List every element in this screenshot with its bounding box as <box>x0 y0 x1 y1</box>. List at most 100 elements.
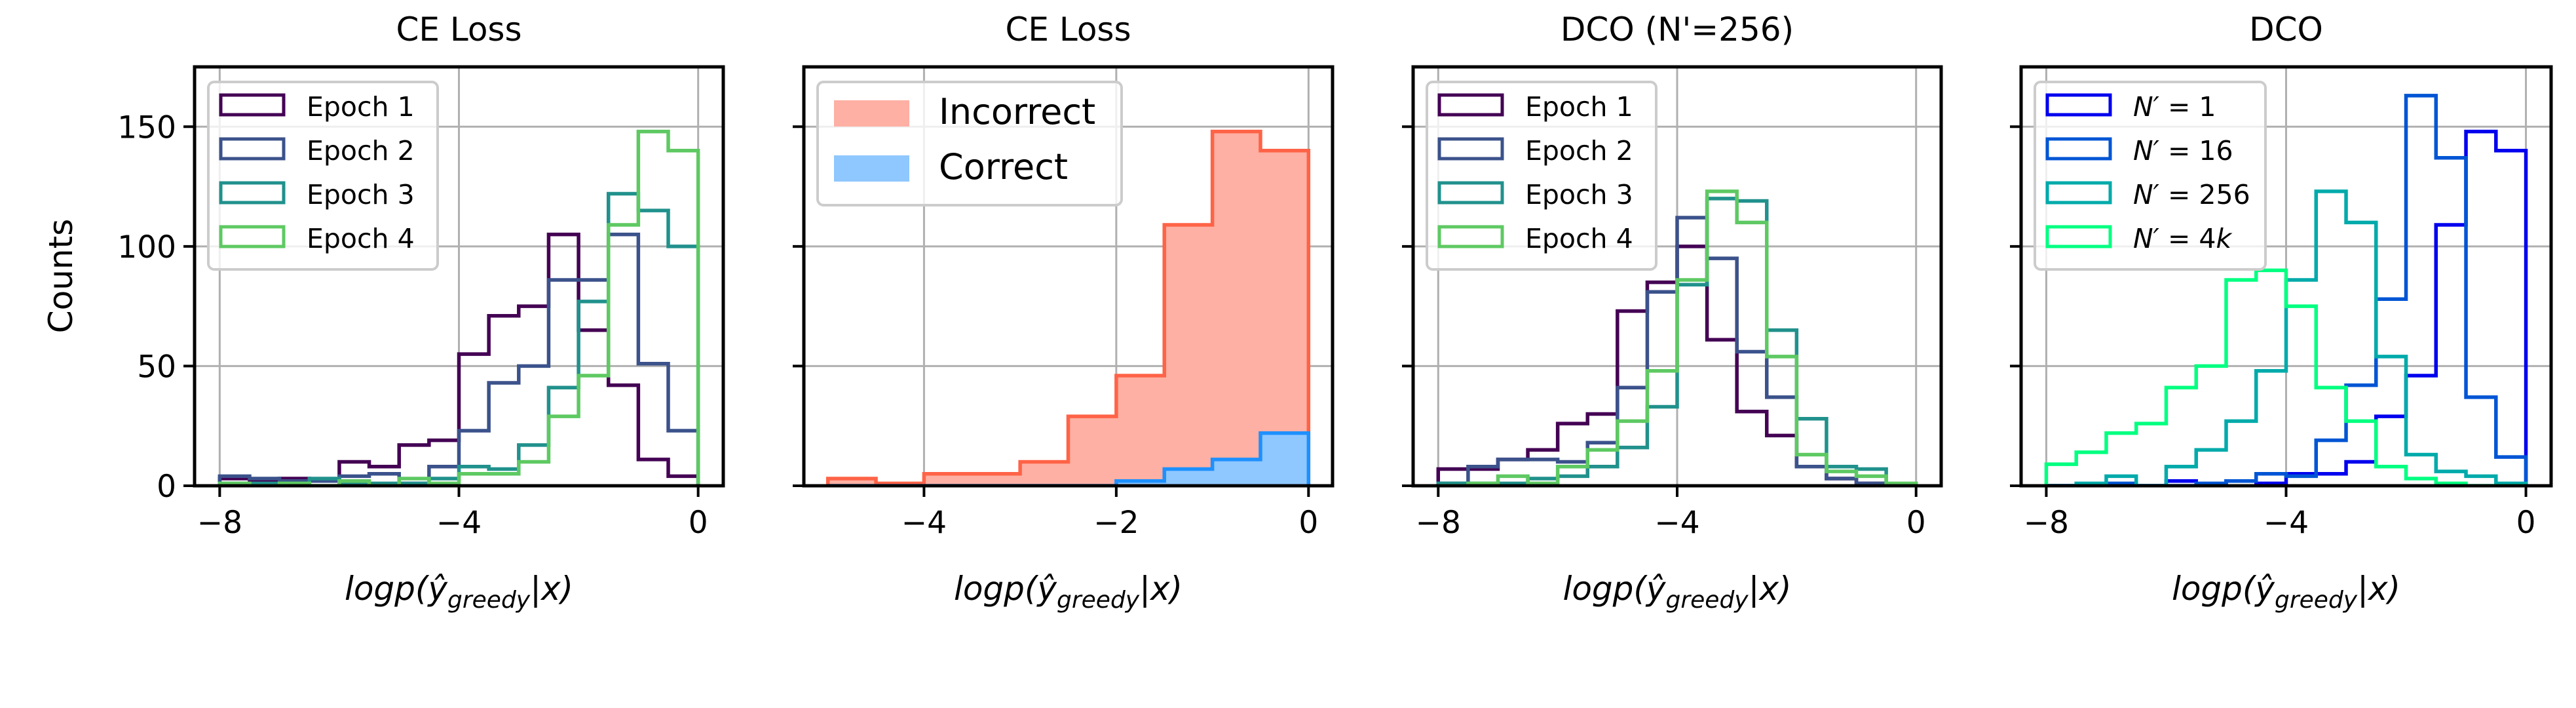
x-tick-label: 0 <box>1298 505 1318 541</box>
x-label-suffix: |x) <box>530 570 573 608</box>
legend-label: Epoch 3 <box>307 179 415 210</box>
legend-swatch <box>1437 225 1504 248</box>
bar-n-4k-bin-2 <box>2106 433 2136 486</box>
x-tick-label: 0 <box>1906 505 1926 541</box>
legend-item-epoch-1: Epoch 1 <box>1437 91 1633 123</box>
legend-label: Epoch 4 <box>307 223 415 254</box>
x-label-yhat: ŷ <box>1645 570 1667 608</box>
legend-swatch <box>219 93 286 117</box>
bar-incorrect-bin-7 <box>1164 225 1212 486</box>
legend-swatch <box>834 100 909 127</box>
legend-math-value: 16 <box>2199 135 2233 167</box>
x-tick-label: −4 <box>901 505 947 541</box>
legend-label: Epoch 1 <box>307 91 415 123</box>
legend-label: Epoch 3 <box>1525 179 1633 210</box>
bar-n-4k-bin-6 <box>2226 280 2256 486</box>
bar-incorrect-bin-6 <box>1116 376 1164 486</box>
bar-correct-bin-8 <box>1213 460 1260 486</box>
bar-epoch-4-bin-12 <box>1796 455 1827 486</box>
x-tick-label: −4 <box>1654 505 1699 541</box>
bar-epoch-4-bin-14 <box>638 132 668 486</box>
bar-epoch-4-bin-9 <box>489 474 519 486</box>
x-axis-label: logp(ŷgreedy|x) <box>345 570 573 614</box>
bar-n-4k-bin-3 <box>2136 423 2167 486</box>
bar-epoch-4-bin-10 <box>519 462 549 486</box>
x-label-prefix: logp( <box>1563 570 1648 608</box>
x-tick-label: −2 <box>1093 505 1139 541</box>
bar-epoch-4-bin-5 <box>1587 450 1618 486</box>
chart-panel-1: −8 −4 0 0 50 100 150 CE Loss logp(ŷgreedy|x) Epoc… <box>117 10 725 614</box>
legend-item-epoch-2: Epoch 2 <box>219 135 415 167</box>
hist-line-epoch-4 <box>1438 189 1918 486</box>
bar-n-4k-bin-5 <box>2196 366 2226 486</box>
legend-frame <box>1426 81 1657 271</box>
hist-line-epoch-4 <box>218 129 700 486</box>
legend-label: N′ = 1 <box>2133 91 2216 123</box>
legend-swatch <box>219 181 286 205</box>
hist-line-correct <box>827 431 1311 486</box>
legend-item-correct: Correct <box>834 146 1068 187</box>
x-label-suffix: |x) <box>1139 570 1183 608</box>
legend-math-symbol: N′ <box>2133 223 2160 254</box>
chart-panel-2: −4 −2 0 CE Loss logp(ŷgreedy|x) Incorrect Corr… <box>793 10 1335 614</box>
legend-math-symbol: N′ <box>2133 135 2160 167</box>
hist-fill-correct <box>827 433 1309 486</box>
legend-item-n-256: N′ = 256 <box>2045 179 2250 210</box>
x-axis-label: logp(ŷgreedy|x) <box>954 570 1183 614</box>
legend: Epoch 1 Epoch 2 Epoch 3 Epoch 4 <box>207 81 439 271</box>
legend-swatch <box>2045 181 2112 205</box>
legend-item-n-4k: N′ = 4k <box>2045 223 2233 254</box>
hist-fill-incorrect <box>827 131 1309 486</box>
legend-math-eq: = <box>2159 91 2199 123</box>
x-axis-label: logp(ŷgreedy|x) <box>1563 570 1791 614</box>
bar-n-4k-bin-9 <box>2316 387 2346 486</box>
legend-math-eq: = <box>2159 179 2199 210</box>
bar-epoch-4-bin-12 <box>578 376 609 486</box>
legend-item-epoch-3: Epoch 3 <box>1437 179 1633 210</box>
hist-line-incorrect <box>825 129 1311 486</box>
bar-epoch-4-bin-6 <box>1618 421 1648 486</box>
legend-swatch <box>1437 93 1504 117</box>
y-tick-label: 50 <box>137 349 176 385</box>
legend-label: N′ = 4k <box>2133 223 2233 254</box>
chart-panel-3: −8 −4 0 DCO (N'=256) logp(ŷgreedy|x) Epoch 1 E… <box>1402 10 1943 614</box>
bar-epoch-4-bin-11 <box>1767 357 1797 486</box>
legend: Incorrect Correct <box>816 81 1123 206</box>
legend-item-epoch-2: Epoch 2 <box>1437 135 1633 167</box>
bar-correct-bin-7 <box>1164 469 1212 486</box>
legend-math-symbol: N′ <box>2133 91 2160 123</box>
x-tick-label: −8 <box>1416 505 1461 541</box>
x-tick-label: −8 <box>197 505 242 541</box>
x-label-prefix: logp( <box>345 570 430 608</box>
legend-item-epoch-3: Epoch 3 <box>219 179 415 210</box>
legend-swatch <box>1437 137 1504 161</box>
panel-title: CE Loss <box>396 10 521 49</box>
x-tick-label: 0 <box>689 505 708 541</box>
bar-epoch-4-bin-8 <box>1677 280 1707 486</box>
bar-n-4k-bin-4 <box>2166 387 2196 486</box>
legend-math-eq: = <box>2159 135 2199 167</box>
legend-math-value: 1 <box>2199 91 2216 123</box>
legend-swatch <box>219 225 286 248</box>
bar-epoch-4-bin-7 <box>1647 371 1677 486</box>
bar-correct-bin-9 <box>1260 433 1308 486</box>
panel-title: DCO <box>2249 10 2323 49</box>
bar-epoch-4-bin-13 <box>609 225 639 486</box>
legend-item-incorrect: Incorrect <box>834 91 1095 132</box>
bar-n-16-bin-13 <box>2436 158 2466 486</box>
bar-epoch-4-bin-8 <box>459 474 489 486</box>
legend-frame <box>2034 81 2267 271</box>
x-label-subscript: greedy <box>1057 587 1140 614</box>
panel-title: DCO (N'=256) <box>1561 10 1794 49</box>
bar-n-4k-bin-10 <box>2346 421 2376 486</box>
y-axis-label: Counts <box>42 219 80 334</box>
bar-incorrect-bin-4 <box>1020 462 1068 486</box>
histograms <box>825 129 1311 486</box>
bar-n-1-bin-15 <box>2496 151 2526 486</box>
legend-label: N′ = 256 <box>2133 179 2250 210</box>
bar-epoch-4-bin-4 <box>1558 467 1588 486</box>
legend-item-n-16: N′ = 16 <box>2045 135 2233 167</box>
y-tick-label: 150 <box>117 109 176 146</box>
